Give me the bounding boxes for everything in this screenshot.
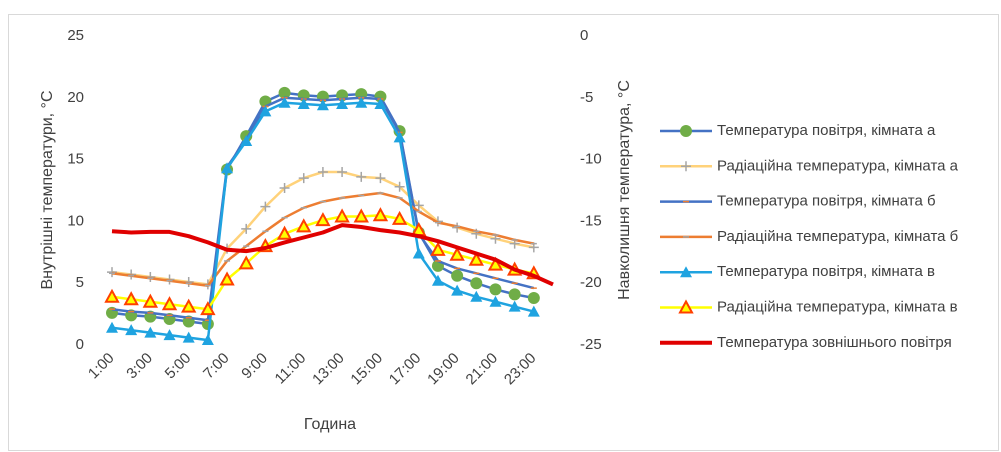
data-point xyxy=(431,274,444,286)
y-tick-label: 0 xyxy=(76,336,84,353)
data-point xyxy=(489,295,502,307)
series xyxy=(109,191,537,287)
legend-label: Температура зовнішнього повітря xyxy=(717,334,952,351)
series xyxy=(106,96,540,346)
data-point xyxy=(298,173,309,184)
data-point xyxy=(375,173,386,184)
y2-tick-label: 0 xyxy=(580,27,588,44)
data-point xyxy=(487,256,504,271)
data-point xyxy=(278,86,291,99)
y-axis-label: Внутрішні температури, °C xyxy=(39,90,56,289)
data-point xyxy=(451,269,464,282)
data-point xyxy=(315,212,331,227)
data-point xyxy=(163,329,176,341)
data-point xyxy=(221,162,234,174)
data-point xyxy=(260,201,271,212)
y2-tick-label: -15 xyxy=(580,212,602,229)
data-point xyxy=(297,97,310,109)
data-point xyxy=(394,181,405,192)
data-point xyxy=(449,246,465,261)
y-tick-label: 10 xyxy=(67,212,84,229)
data-point xyxy=(413,200,424,211)
y2-tick-label: -10 xyxy=(580,151,602,168)
data-point xyxy=(470,290,483,302)
data-point xyxy=(259,105,272,117)
data-point xyxy=(201,334,214,346)
data-point xyxy=(527,292,540,305)
y2-tick-label: -25 xyxy=(580,336,602,353)
data-point xyxy=(353,208,369,223)
y2-axis-label: Навколишня температура, °C xyxy=(616,80,633,300)
y-tick-label: 20 xyxy=(67,89,84,106)
legend-marker xyxy=(678,299,694,314)
data-point xyxy=(161,296,178,311)
data-point xyxy=(238,255,254,270)
data-point xyxy=(279,183,290,194)
data-point xyxy=(123,291,139,306)
data-point xyxy=(107,267,117,278)
legend-label: Радіаційна температура, кімната в xyxy=(717,298,958,315)
legend-label: Радіаційна температура, кімната а xyxy=(717,157,959,174)
data-point xyxy=(508,288,521,301)
data-point xyxy=(182,331,195,343)
data-point xyxy=(142,293,159,308)
data-point xyxy=(276,225,293,240)
data-point xyxy=(334,208,350,223)
data-point xyxy=(200,301,216,316)
data-point xyxy=(508,300,521,312)
legend-label: Радіаційна температура, кімната б xyxy=(717,228,958,245)
data-point xyxy=(278,96,291,108)
data-point xyxy=(219,271,235,286)
y-tick-label: 15 xyxy=(67,151,84,168)
series xyxy=(104,207,542,316)
legend-label: Температура повітря, кімната б xyxy=(717,193,936,210)
legend-marker xyxy=(680,266,692,278)
legend-marker xyxy=(680,125,692,137)
data-point xyxy=(430,241,446,256)
data-point xyxy=(317,166,328,177)
data-point xyxy=(391,210,408,225)
data-point xyxy=(316,99,329,111)
data-point xyxy=(241,223,252,234)
y-tick-label: 25 xyxy=(67,27,84,44)
data-point xyxy=(393,131,406,143)
data-point xyxy=(489,283,502,296)
data-point xyxy=(468,251,484,266)
series xyxy=(111,223,554,287)
data-point xyxy=(125,324,138,336)
data-point xyxy=(106,321,118,333)
data-point xyxy=(470,277,483,290)
legend-label: Температура повітря, кімната а xyxy=(717,122,936,139)
data-point xyxy=(337,166,348,177)
data-point xyxy=(356,171,367,182)
data-point xyxy=(104,288,120,303)
data-point xyxy=(372,207,389,222)
data-point xyxy=(451,284,464,296)
x-axis-label: Година xyxy=(304,416,356,433)
line xyxy=(111,223,554,287)
data-point xyxy=(240,135,253,147)
data-point xyxy=(296,218,312,233)
data-point xyxy=(412,247,425,259)
legend-label: Температура повітря, кімната в xyxy=(717,263,935,280)
y2-tick-label: -5 xyxy=(580,89,593,106)
data-point xyxy=(144,326,157,338)
y2-tick-label: -20 xyxy=(580,274,602,291)
data-point xyxy=(527,305,540,317)
y-tick-label: 5 xyxy=(76,274,84,291)
data-point xyxy=(181,298,197,313)
data-point xyxy=(336,97,349,109)
data-point xyxy=(374,97,387,109)
data-point xyxy=(355,96,368,108)
legend-marker xyxy=(681,161,691,172)
